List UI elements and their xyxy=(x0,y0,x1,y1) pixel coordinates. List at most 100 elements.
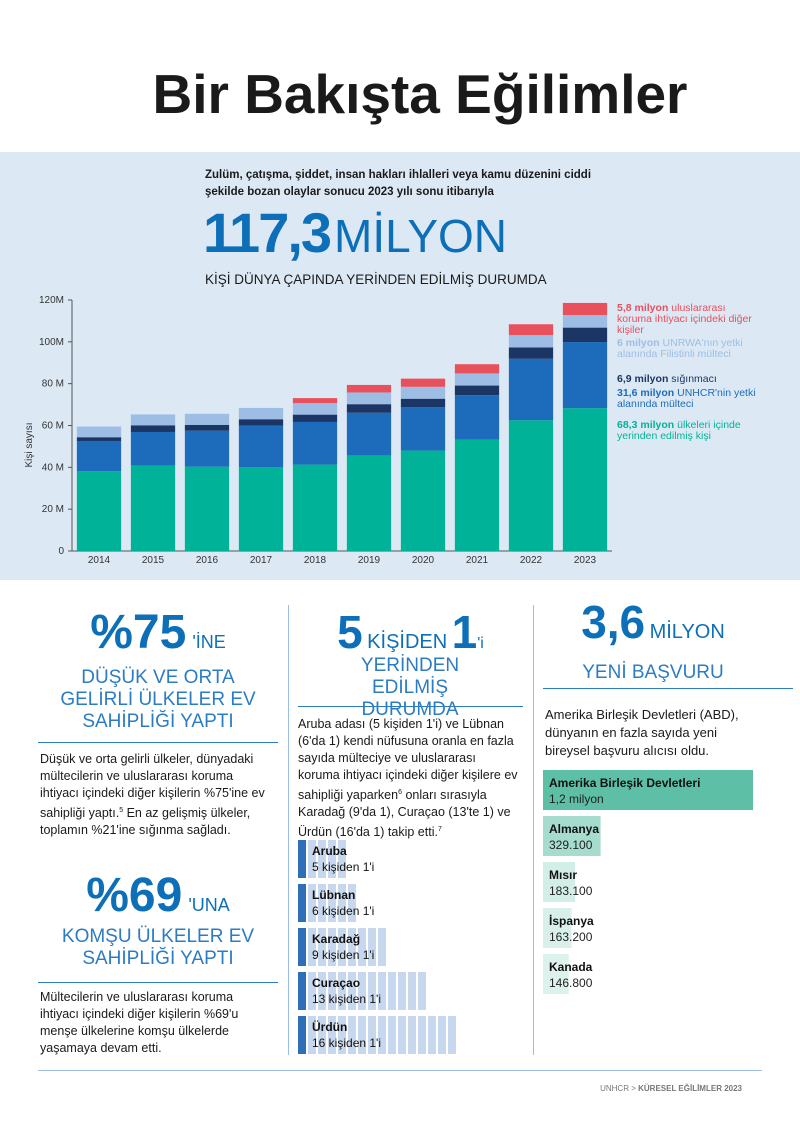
footer-title: KÜRESEL EĞİLİMLER 2023 xyxy=(638,1084,742,1093)
body-text: En az gelişmiş ülkeler, toplamın %21'ine… xyxy=(40,806,251,838)
ratio-stripe xyxy=(378,928,386,966)
bar-segment xyxy=(184,430,230,467)
ratio-stripe xyxy=(308,972,316,1010)
col2-heading: YERİNDEN EDİLMİŞ DURUMDA xyxy=(360,655,460,720)
ratio-stripe xyxy=(308,840,316,878)
legend-value: 68,3 milyon xyxy=(617,419,675,431)
headline-unit: MİLYON xyxy=(334,210,507,262)
y-tick-label: 80 M xyxy=(42,379,64,390)
bar-segment xyxy=(562,342,608,409)
bar-segment xyxy=(130,425,176,432)
bar-value: 163.200 xyxy=(549,930,593,944)
y-tick-label: 120M xyxy=(39,295,64,306)
x-tick-label: 2021 xyxy=(466,555,489,566)
bar-segment xyxy=(184,466,230,551)
bar-segment xyxy=(346,455,392,551)
legend-name: UNHCR'nin yetki alanında mülteci xyxy=(617,387,756,410)
ratio-stripe xyxy=(418,1016,426,1054)
ratio-stripe xyxy=(448,1016,456,1054)
bar-segment xyxy=(400,378,446,387)
body-text: onları sırasıyla Karadağ (9'da 1), Curaç… xyxy=(298,788,511,840)
bar xyxy=(543,816,601,856)
rule xyxy=(38,742,278,743)
divider xyxy=(288,605,289,1055)
bar-segment xyxy=(400,398,446,408)
bar-segment xyxy=(346,392,392,405)
suffix: 'İNE xyxy=(192,632,226,652)
legend-name: sığınmacı xyxy=(671,373,717,385)
bar-name: Mısır xyxy=(549,868,577,882)
legend-name: UNRWA'nın yetki alanında Filistinli mült… xyxy=(617,337,743,360)
ratio-stripe xyxy=(338,972,346,1010)
ratio-stripe xyxy=(338,840,346,878)
ratio-stripe xyxy=(378,1016,386,1054)
suffix: 'UNA xyxy=(188,895,230,915)
bar-name: İspanya xyxy=(549,913,594,928)
ratio-stripe xyxy=(438,1016,446,1054)
ratio-stripe xyxy=(338,884,346,922)
bar-segment xyxy=(292,398,338,404)
ratio-stripe xyxy=(308,884,316,922)
unit: MİLYON xyxy=(649,621,725,643)
bar-segment xyxy=(346,412,392,456)
bar-segment xyxy=(400,386,446,399)
ratio-stripe xyxy=(398,1016,406,1054)
body-text: Mültecilerin ve uluslararası koruma ihti… xyxy=(40,990,239,1055)
ratio-name: Curaçao xyxy=(312,976,360,990)
y-tick-label: 0 xyxy=(58,546,64,557)
bar-segment xyxy=(292,464,338,551)
bar-segment xyxy=(454,373,500,386)
ratio-label: 9 kişiden 1'i xyxy=(312,948,374,962)
stat-heading: DÜŞÜK VE ORTA GELİRLİ ÜLKELER EV SAHİPLİ… xyxy=(60,667,256,732)
bar-segment xyxy=(508,335,554,348)
bar xyxy=(543,908,572,948)
ratio-stripe xyxy=(318,1016,326,1054)
bar-name: Amerika Birleşik Devletleri xyxy=(549,776,700,790)
ratio-stripe xyxy=(328,972,336,1010)
ratio-stripe xyxy=(298,972,306,1010)
bar-segment xyxy=(454,385,500,396)
x-tick-label: 2023 xyxy=(574,555,597,566)
bar-segment xyxy=(76,437,122,441)
ratio-stripe xyxy=(298,884,306,922)
bar-segment xyxy=(238,467,284,551)
legend-entry: 6 milyon UNRWA'nın yetki alanında Filist… xyxy=(617,338,762,360)
ratio-stripe xyxy=(348,928,356,966)
ratio-label: 6 kişiden 1'i xyxy=(312,904,374,918)
ratio-stripe xyxy=(398,972,406,1010)
ratio-stripe xyxy=(328,928,336,966)
bar xyxy=(543,954,569,994)
bar-value: 146.800 xyxy=(549,976,593,990)
ratio-stripe xyxy=(338,1016,346,1054)
x-tick-label: 2018 xyxy=(304,555,327,566)
y-tick-label: 40 M xyxy=(42,462,64,473)
bar-segment xyxy=(562,408,608,551)
bar-segment xyxy=(292,403,338,415)
ratio-stripe xyxy=(368,1016,376,1054)
bar-segment xyxy=(76,426,122,438)
x-tick-label: 2020 xyxy=(412,555,435,566)
x-tick-label: 2014 xyxy=(88,555,111,566)
ratio-stripe xyxy=(428,1016,436,1054)
footer-source: UNHCR > xyxy=(600,1084,636,1093)
ratio-stripe xyxy=(408,972,416,1010)
headline-caption: KİŞİ DÜNYA ÇAPINDA YERİNDEN EDİLMİŞ DURU… xyxy=(205,272,547,287)
x-tick-label: 2017 xyxy=(250,555,273,566)
rule xyxy=(543,688,793,689)
bar-segment xyxy=(292,421,338,465)
ratio-name: Karadağ xyxy=(312,932,360,946)
ratio-stripe xyxy=(418,972,426,1010)
legend-name: ülkeleri içinde yerinden edilmiş kişi xyxy=(617,419,741,442)
bar-segment xyxy=(292,414,338,422)
number: 3,6 xyxy=(581,596,646,648)
asylum-bars: Amerika Birleşik Devletleri 1,2 milyon Alm… xyxy=(543,770,753,994)
bar-segment xyxy=(508,347,554,359)
ratio-stripe xyxy=(378,972,386,1010)
y-tick-label: 20 M xyxy=(42,504,64,515)
bar-segment xyxy=(454,395,500,440)
legend-entry: 5,8 milyon uluslararası koruma ihtiyacı … xyxy=(617,303,762,336)
bar-segment xyxy=(238,419,284,426)
footnote-ref: 5 xyxy=(119,807,124,814)
legend-name: uluslararası koruma ihtiyacı içindeki di… xyxy=(617,302,752,336)
